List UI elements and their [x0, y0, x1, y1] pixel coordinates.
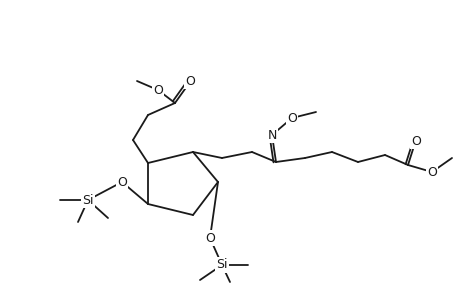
Text: O: O [426, 166, 436, 178]
Text: Si: Si [82, 194, 94, 206]
Text: O: O [117, 176, 127, 188]
Text: O: O [410, 134, 420, 148]
Text: Si: Si [216, 259, 227, 272]
Text: O: O [205, 232, 214, 244]
Text: O: O [286, 112, 297, 124]
Text: O: O [185, 74, 195, 88]
Text: O: O [153, 83, 162, 97]
Text: N: N [267, 128, 276, 142]
